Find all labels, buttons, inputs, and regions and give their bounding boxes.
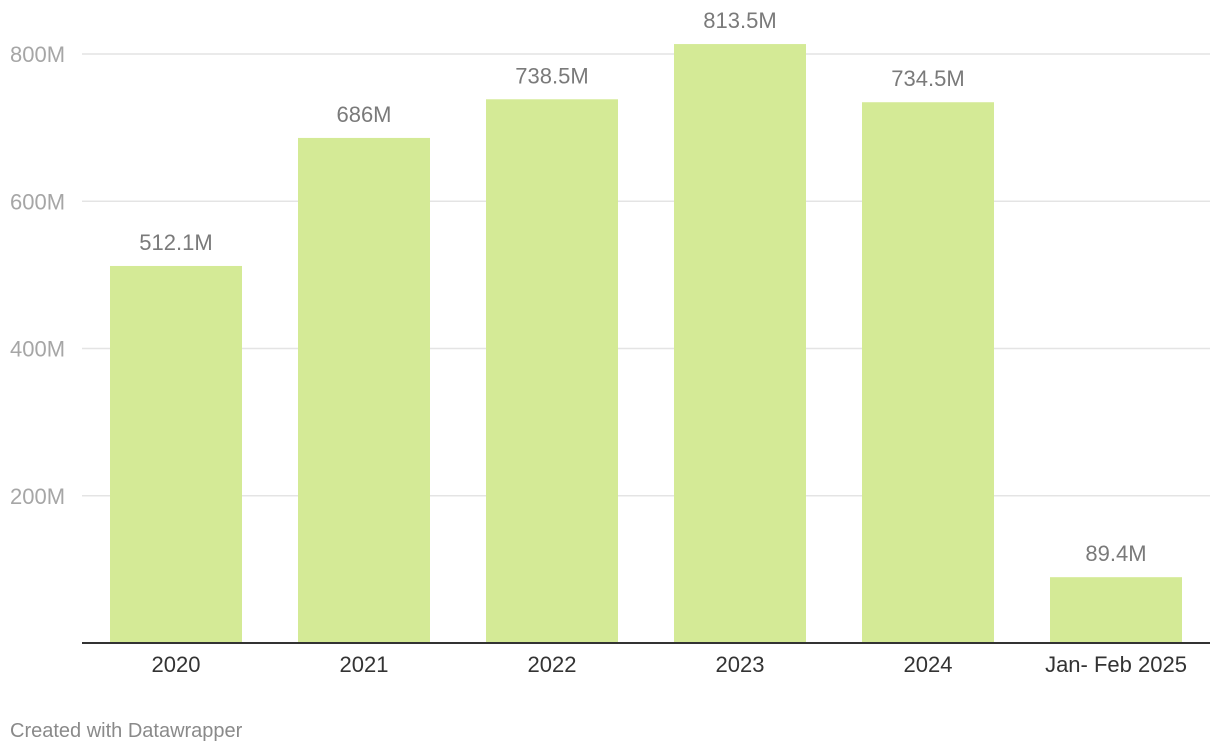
x-tick-label: 2022 [528, 652, 577, 677]
bar-jan-feb-2025 [1050, 577, 1182, 643]
chart-canvas: 512.1M 686M 738.5M 813.5M 734.5M 89.4M 200M 40… [10, 8, 1210, 677]
x-tick-label: Jan- Feb 2025 [1045, 652, 1187, 677]
bar-chart: 512.1M 686M 738.5M 813.5M 734.5M 89.4M 200M 40… [10, 8, 1210, 677]
bar-value-label: 512.1M [139, 230, 212, 255]
y-tick-label: 800M [10, 42, 65, 67]
datawrapper-credit: Created with Datawrapper [10, 720, 243, 742]
bar-2022 [486, 99, 618, 644]
x-tick-label: 2021 [340, 652, 389, 677]
bar-value-label: 738.5M [515, 63, 588, 88]
bar-2021 [298, 137, 430, 643]
bars [110, 44, 1182, 644]
bar-value-label: 686M [336, 102, 391, 127]
y-tick-label: 600M [10, 189, 65, 214]
x-tick-label: 2024 [904, 652, 953, 677]
bar-value-label: 734.5M [891, 66, 964, 91]
y-tick-label: 400M [10, 337, 65, 362]
x-tick-label: 2023 [716, 652, 765, 677]
axes: 200M 400M 600M 800M 2020 2021 2022 2023 2024 Jan-… [10, 42, 1210, 677]
bar-value-label: 813.5M [703, 8, 776, 33]
bar-value-label: 89.4M [1085, 541, 1146, 566]
x-tick-label: 2020 [152, 652, 201, 677]
bar-2023 [674, 44, 806, 644]
gridlines [82, 53, 1210, 497]
bar-2020 [110, 265, 242, 643]
bar-2024 [862, 102, 994, 644]
value-labels: 512.1M 686M 738.5M 813.5M 734.5M 89.4M [139, 8, 1146, 566]
y-tick-label: 200M [10, 484, 65, 509]
